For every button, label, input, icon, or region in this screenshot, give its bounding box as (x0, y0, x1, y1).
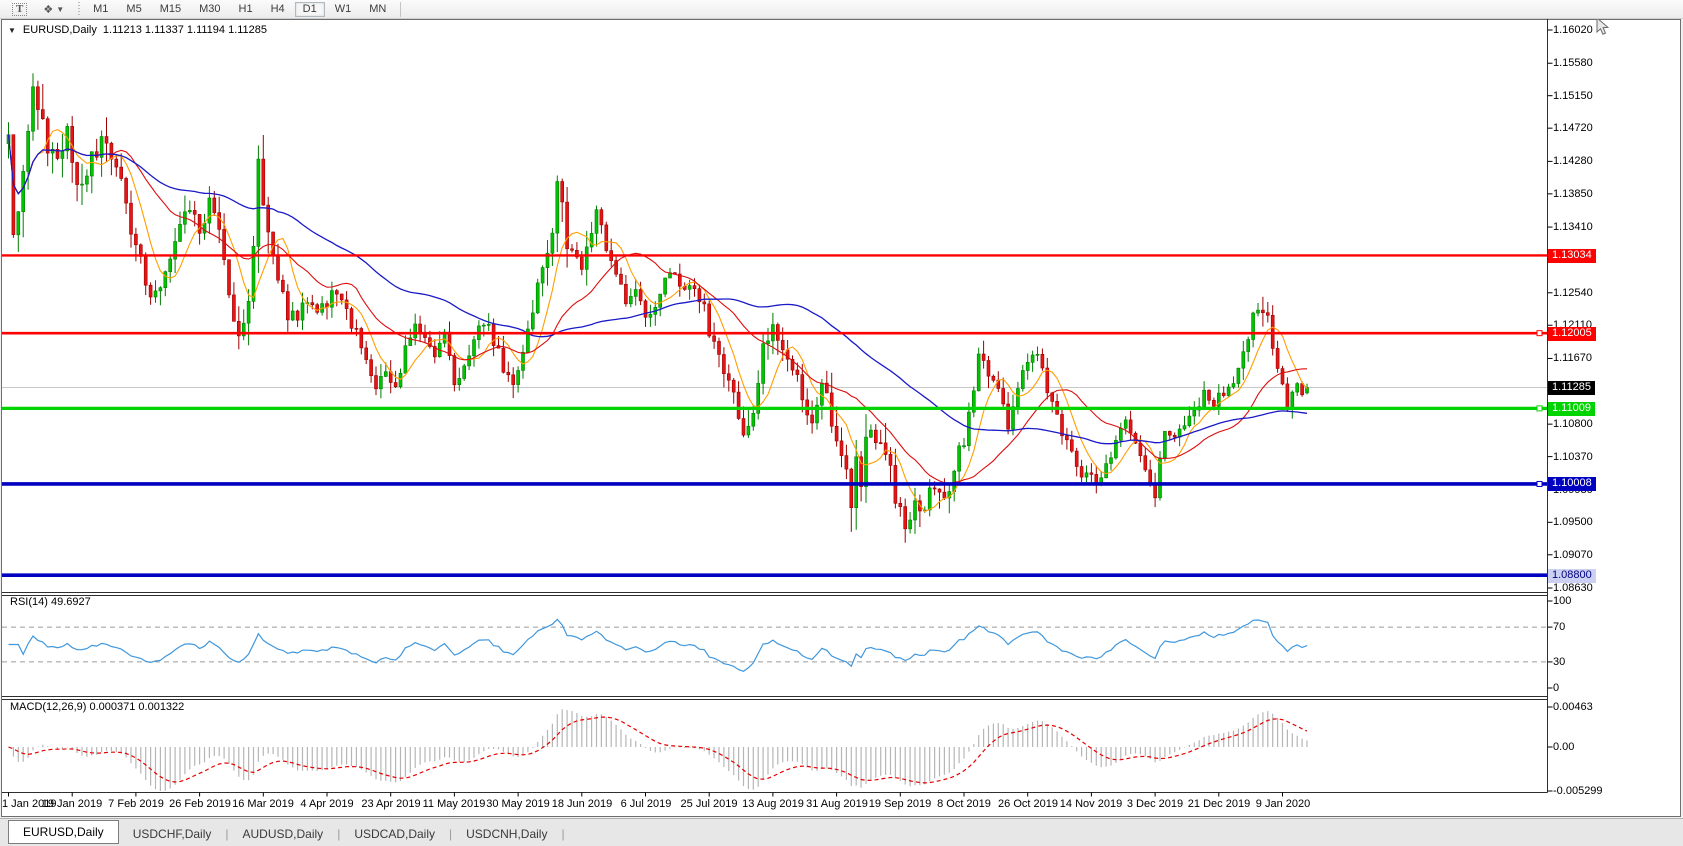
date-tick-label: 1 Jan 2019 (2, 798, 57, 810)
rsi-tick-label: 100 (1553, 595, 1572, 607)
price-tick-label: 1.13850 (1553, 187, 1593, 200)
timeframe-button-w1[interactable]: W1 (327, 2, 360, 17)
macd-tick-label: 0.00463 (1553, 701, 1593, 713)
date-tick-label: 31 Aug 2019 (806, 798, 868, 810)
tab-separator: | (561, 827, 565, 841)
price-tick-label: 1.10800 (1553, 418, 1593, 431)
hline-price-label[interactable]: 1.11009 (1548, 401, 1595, 416)
date-axis[interactable]: 1 Jan 2019 19 Jan 2019 7 Feb 2019 26 Feb 20… (0, 794, 1546, 816)
timeframe-button-d1[interactable]: D1 (294, 1, 325, 17)
rsi-tick-label: 0 (1553, 682, 1560, 694)
timeframe-button-h4[interactable]: H4 (263, 2, 293, 17)
date-tick-label: 30 May 2019 (486, 798, 550, 810)
chart-tab-eurusd[interactable]: EURUSD,Daily (8, 820, 119, 844)
date-tick-label: 11 May 2019 (422, 798, 486, 810)
date-tick-label: 6 Jul 2019 (620, 798, 672, 810)
date-tick-label: 14 Nov 2019 (1059, 798, 1123, 810)
timeframe-group: M1 M5 M15 M30 H1 H4 D1 W1 MN (84, 0, 395, 19)
chart-ohlc-values: 1.11213 1.11337 1.11194 1.11285 (102, 24, 268, 36)
price-tick-label: 1.14280 (1553, 155, 1593, 168)
timeframe-button-m30[interactable]: M30 (191, 2, 228, 17)
chart-tab-bar: EURUSD,Daily USDCHF,Daily | AUDUSD,Daily | US… (0, 818, 1683, 846)
cursor-tool-button[interactable]: ❖ ▼ (36, 1, 71, 17)
date-tick-label: 19 Jan 2019 (41, 798, 103, 810)
price-tick-label: 1.16020 (1553, 24, 1593, 36)
macd-indicator-label: MACD(12,26,9) 0.000371 0.001322 (10, 701, 185, 713)
price-tick-label: 1.08630 (1553, 582, 1593, 594)
date-tick-label: 9 Jan 2020 (1255, 798, 1311, 810)
ma-7-line (7, 128, 1308, 513)
chart-tab-usdchf[interactable]: USDCHF,Daily (132, 826, 212, 841)
chart-tab-usdcad[interactable]: USDCAD,Daily (354, 826, 435, 841)
timeframe-button-h1[interactable]: H1 (231, 2, 261, 17)
price-tick-label: 1.14720 (1553, 122, 1593, 135)
tab-separator: | (337, 827, 341, 841)
ma-21-line (7, 134, 1308, 485)
macd-tick-label: 0.00 (1553, 741, 1575, 753)
chevron-down-icon: ▼ (56, 4, 65, 14)
date-tick-label: 4 Apr 2019 (300, 798, 354, 810)
date-tick-label: 25 Jul 2019 (680, 798, 738, 810)
date-tick-label: 3 Dec 2019 (1126, 798, 1184, 810)
price-tick-label: 1.09500 (1553, 516, 1593, 529)
date-tick-label: 21 Dec 2019 (1187, 798, 1251, 810)
timeframe-button-m15[interactable]: M15 (152, 2, 189, 17)
hline-price-label[interactable]: 1.13034 (1548, 248, 1596, 263)
text-tool-icon: T (12, 2, 28, 16)
hline-price-label[interactable]: 1.12005 (1548, 326, 1596, 341)
chart-title: ▼ EURUSD,Daily 1.11213 1.11337 1.11194 1.1… (8, 24, 267, 36)
price-tick-label: 1.11240 (1553, 384, 1592, 397)
tab-separator: | (225, 827, 229, 841)
text-tool-button[interactable]: T (5, 1, 34, 17)
mouse-cursor (1596, 16, 1610, 35)
date-tick-label: 18 Jun 2019 (551, 798, 613, 810)
date-tick-label: 16 Mar 2019 (232, 798, 294, 810)
line-handle-1.12005[interactable] (1536, 330, 1543, 337)
date-tick-label: 26 Feb 2019 (169, 798, 231, 810)
toolbar-grip (78, 2, 81, 16)
price-tick-label: 1.13410 (1553, 221, 1593, 234)
ma-55-line (7, 134, 1308, 445)
price-tick-label: 1.15580 (1553, 57, 1593, 70)
date-tick-label: 8 Oct 2019 (937, 798, 991, 810)
price-tick-label: 1.11670 (1553, 352, 1592, 365)
rsi-indicator-label: RSI(14) 49.6927 (10, 596, 91, 608)
rsi-tick-label: 30 (1553, 655, 1566, 668)
date-tick-label: 19 Sep 2019 (868, 798, 932, 810)
macd-signal-line (8, 716, 1308, 784)
timeframe-button-mn[interactable]: MN (361, 2, 394, 17)
panel-frame (2, 19, 1553, 797)
date-tick-label: 13 Aug 2019 (742, 798, 804, 810)
price-tick-label: 1.15150 (1553, 89, 1593, 102)
timeframe-button-m1[interactable]: M1 (85, 2, 116, 17)
price-tick-label: 1.10370 (1553, 450, 1593, 463)
macd-tick-label: -0.005299 (1553, 785, 1603, 797)
price-tick-label: 1.09070 (1553, 548, 1593, 561)
symbol-dropdown-icon[interactable]: ▼ (8, 25, 16, 35)
hline-price-label[interactable]: 1.08800 (1548, 568, 1596, 583)
cursor-tool-icon: ❖ (43, 3, 54, 16)
toolbar-separator (400, 1, 402, 17)
candlestick-series (6, 73, 1309, 543)
tab-separator: | (449, 827, 453, 841)
top-toolbar: T ❖ ▼ M1 M5 M15 M30 H1 H4 D1 W1 MN (0, 0, 1683, 19)
macd-histogram (12, 709, 1308, 791)
line-handle-1.11009[interactable] (1536, 405, 1543, 412)
date-tick-label: 7 Feb 2019 (108, 798, 164, 810)
chart-tab-audusd[interactable]: AUDUSD,Daily (242, 826, 324, 841)
chart-symbol-period: EURUSD,Daily (22, 24, 97, 36)
price-tick-label: 1.12540 (1553, 286, 1593, 299)
date-tick-label: 23 Apr 2019 (361, 798, 421, 810)
chart-tab-usdcnh[interactable]: USDCNH,Daily (466, 826, 548, 841)
hline-price-label[interactable]: 1.10008 (1548, 477, 1596, 492)
date-tick-label: 26 Oct 2019 (998, 798, 1058, 810)
rsi-line (8, 618, 1308, 672)
timeframe-button-m5[interactable]: M5 (118, 2, 149, 17)
line-handle-1.10008[interactable] (1536, 480, 1543, 487)
price-axis[interactable]: 1.16020 1.15580 1.15150 1.14720 1.14280 1.138… (1548, 19, 1682, 792)
rsi-tick-label: 70 (1553, 621, 1566, 634)
